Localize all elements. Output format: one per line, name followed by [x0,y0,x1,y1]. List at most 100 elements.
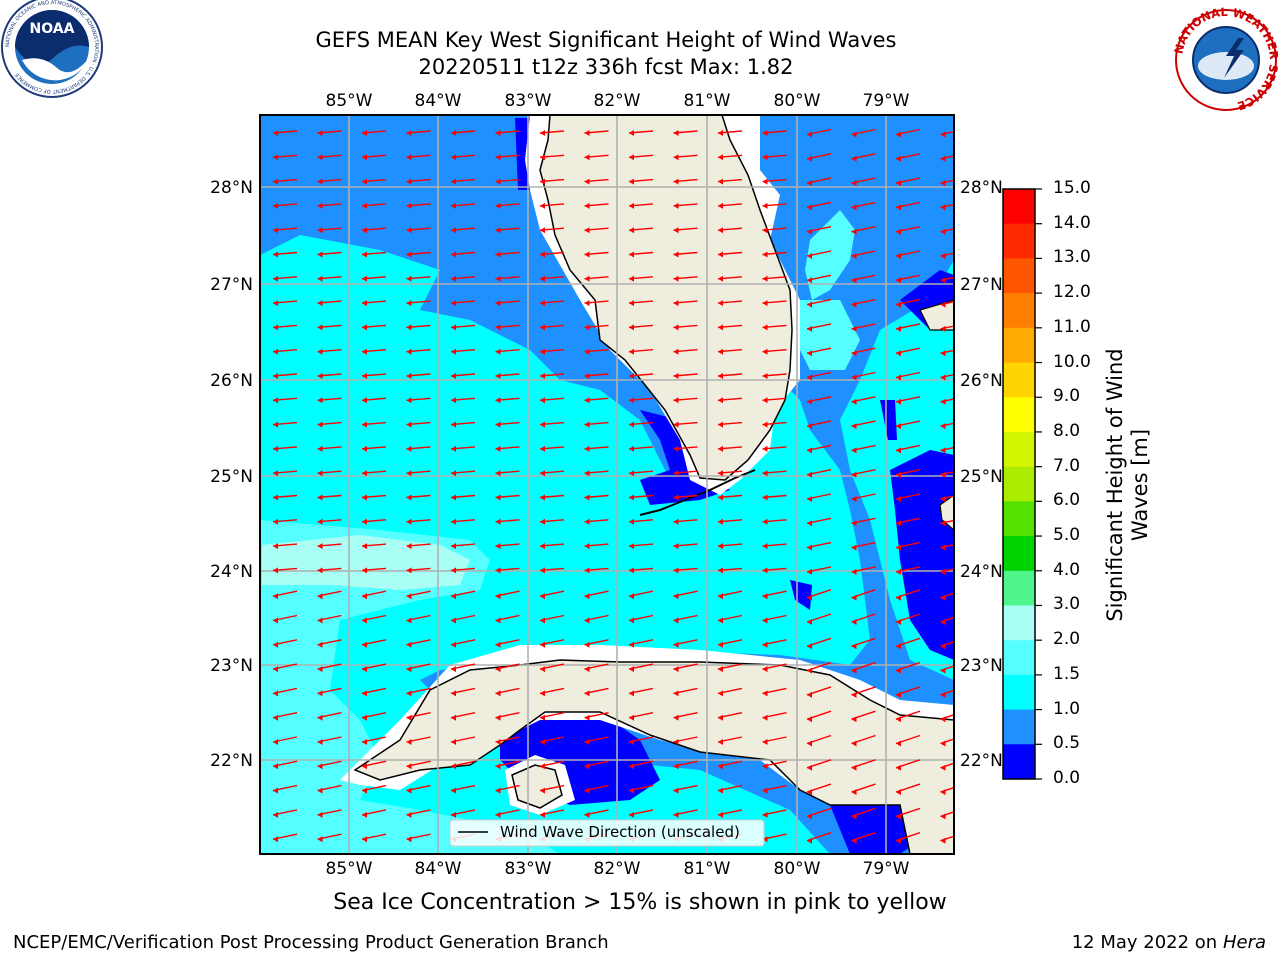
wave-direction-arrow [717,178,743,185]
wave-direction-arrow [940,762,954,771]
lon-label-top: 79°W [863,91,910,111]
wave-direction-arrow [450,251,476,258]
wave-direction-arrow [806,541,832,551]
wave-direction-arrow [895,201,921,211]
colorbar-swatch [1003,466,1035,502]
wave-direction-arrow [495,687,520,697]
wave-direction-arrow [895,298,921,308]
wave-direction-arrow [495,760,520,770]
wave-direction-arrow [717,784,743,794]
wave-direction-arrow [762,470,787,477]
wave-direction-arrow [539,712,565,721]
wave-direction-arrow [584,567,609,574]
wave-direction-arrow [895,323,921,332]
wave-direction-arrow [450,202,476,209]
wave-direction-arrow [717,202,743,209]
wave-direction-arrow [673,567,698,574]
lon-label-bottom: 84°W [415,859,462,879]
wave-direction-arrow [406,833,431,843]
wave-direction-arrow [317,736,342,745]
wave-direction-arrow [495,373,520,379]
wave-direction-arrow [495,130,520,136]
wave-direction-arrow [762,397,787,404]
wave-direction-arrow [406,518,431,525]
cuba-land [353,659,954,854]
wave-direction-arrow [717,445,743,452]
wave-direction-arrow [406,154,431,161]
wave-direction-arrow [406,567,431,574]
wave-direction-arrow [895,347,921,357]
wave-direction-arrow [806,517,832,527]
lat-label-right: 27°N [960,275,1003,295]
wave-direction-arrow [806,323,832,332]
wave-direction-arrow [584,494,609,501]
wave-direction-arrow [940,471,954,478]
colorbar-tick-label: 0.0 [1053,768,1081,788]
wave-direction-arrow [361,809,387,818]
lat-label-right: 25°N [960,467,1003,487]
wave-direction-arrow [895,832,921,844]
colorbar-tick-label: 1.0 [1053,698,1081,719]
wave-direction-arrow [406,590,431,600]
wave-direction-arrow [895,444,921,454]
wave-direction-arrow [851,637,876,650]
wave-direction-arrow [272,445,298,452]
wave-direction-arrow [317,130,342,136]
wave-direction-arrow [450,712,476,721]
wave-direction-arrow [851,613,876,625]
wave-direction-arrow [940,155,954,162]
wave-direction-arrow [406,227,431,234]
wave-direction-arrow [717,518,743,525]
lat-label-right: 22°N [960,751,1003,771]
lat-label-left: 26°N [210,371,253,391]
wave-direction-arrow [851,396,876,405]
wave-direction-arrow [895,250,921,259]
colorbar-tick-label: 12.0 [1053,282,1091,303]
wave-direction-arrow [317,421,342,428]
wave-direction-arrow [495,567,520,574]
wave-direction-arrow [584,687,609,697]
wave-direction-arrow [762,687,787,697]
wave-direction-arrow [317,784,342,794]
colorbar-swatch [1003,258,1035,294]
wave-direction-arrow [361,712,387,721]
wave-direction-arrow [762,494,787,501]
wave-direction-arrow [717,567,743,574]
wave-direction-arrow [851,128,876,138]
wave-direction-arrow [762,251,787,258]
wave-direction-arrow [762,543,787,550]
wave-direction-arrow [406,663,431,673]
wave-direction-arrow [895,517,921,527]
wave-direction-arrow [361,275,387,282]
wave-direction-arrow [450,567,476,574]
wave-direction-arrow [851,274,876,284]
wave-direction-arrow [450,736,476,745]
wave-direction-arrow [895,637,921,650]
colorbar-title: Significant Height of Wind Waves [m] [1103,348,1152,622]
wave-direction-arrow [406,736,431,745]
wave-direction-arrow [317,397,342,404]
wave-direction-arrow [895,661,921,674]
wave-direction-arrow [539,227,565,234]
colorbar-swatch [1003,536,1035,572]
wave-direction-arrow [584,445,609,452]
wave-direction-arrow [673,178,698,185]
wave-direction-arrow [539,639,565,648]
wave-direction-arrow [406,130,431,136]
wave-direction-arrow [717,760,743,770]
wave-direction-arrow [450,324,476,331]
wave-direction-arrow [272,470,298,477]
wave-direction-arrow [361,202,387,209]
colorbar-tick-label: 8.0 [1053,420,1081,441]
lat-label-left: 23°N [210,656,253,676]
wave-direction-arrow [628,567,654,574]
wave-direction-arrow [673,543,698,550]
lat-label-left: 22°N [210,751,253,771]
wave-direction-arrow [495,494,520,501]
wave-direction-arrow [272,663,298,673]
wave-direction-arrow [450,421,476,428]
wave-direction-arrow [584,543,609,550]
wave-direction-arrow [584,809,609,818]
wave-direction-arrow [539,687,565,697]
wind-wave-arrows [272,128,954,844]
